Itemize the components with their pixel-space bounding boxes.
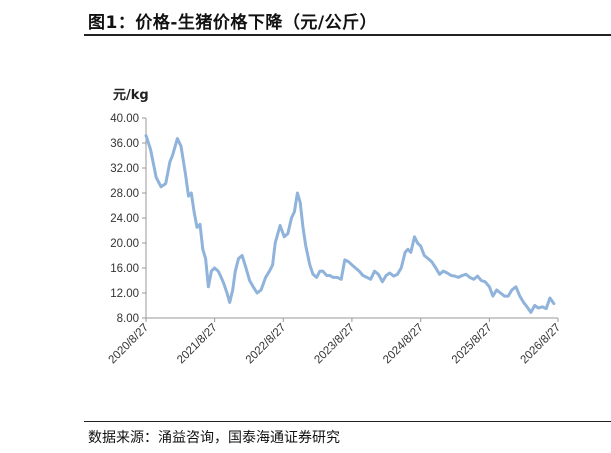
x-tick-label: 2025/8/27 [450,322,495,367]
x-tick-label: 2026/8/27 [518,322,563,367]
x-tick-label: 2022/8/27 [244,322,289,367]
y-unit-label: 元/kg [113,88,149,103]
y-axis-ticks: 8.00 12.00 16.00 20.00 24.00 28.00 32.00 36.00 4… [110,113,146,325]
y-tick-label: 12.00 [110,288,139,300]
y-tick-label: 16.00 [110,263,139,275]
x-tick-label: 2023/8/27 [312,322,357,367]
x-tick-label: 2020/8/27 [106,322,151,367]
footer-rule [84,421,611,422]
y-tick-label: 24.00 [110,213,139,225]
y-tick-label: 8.00 [117,313,139,325]
y-tick-label: 32.00 [110,163,139,175]
y-tick-label: 40.00 [110,113,139,125]
y-tick-label: 36.00 [110,138,139,150]
x-axis-ticks: 2020/8/27 2021/8/27 2022/8/27 2023/8/27 2024… [106,318,563,366]
x-tick-label: 2024/8/27 [381,322,426,367]
y-tick-label: 20.00 [110,238,139,250]
source-note: 数据来源：涌益咨询，国泰海通证券研究 [88,430,340,446]
y-tick-label: 28.00 [110,188,139,200]
x-tick-label: 2021/8/27 [175,322,220,367]
chart-title: 图1：价格-生猪价格下降（元/公斤） [88,13,378,33]
series-line [144,134,556,314]
title-rule [84,34,611,36]
